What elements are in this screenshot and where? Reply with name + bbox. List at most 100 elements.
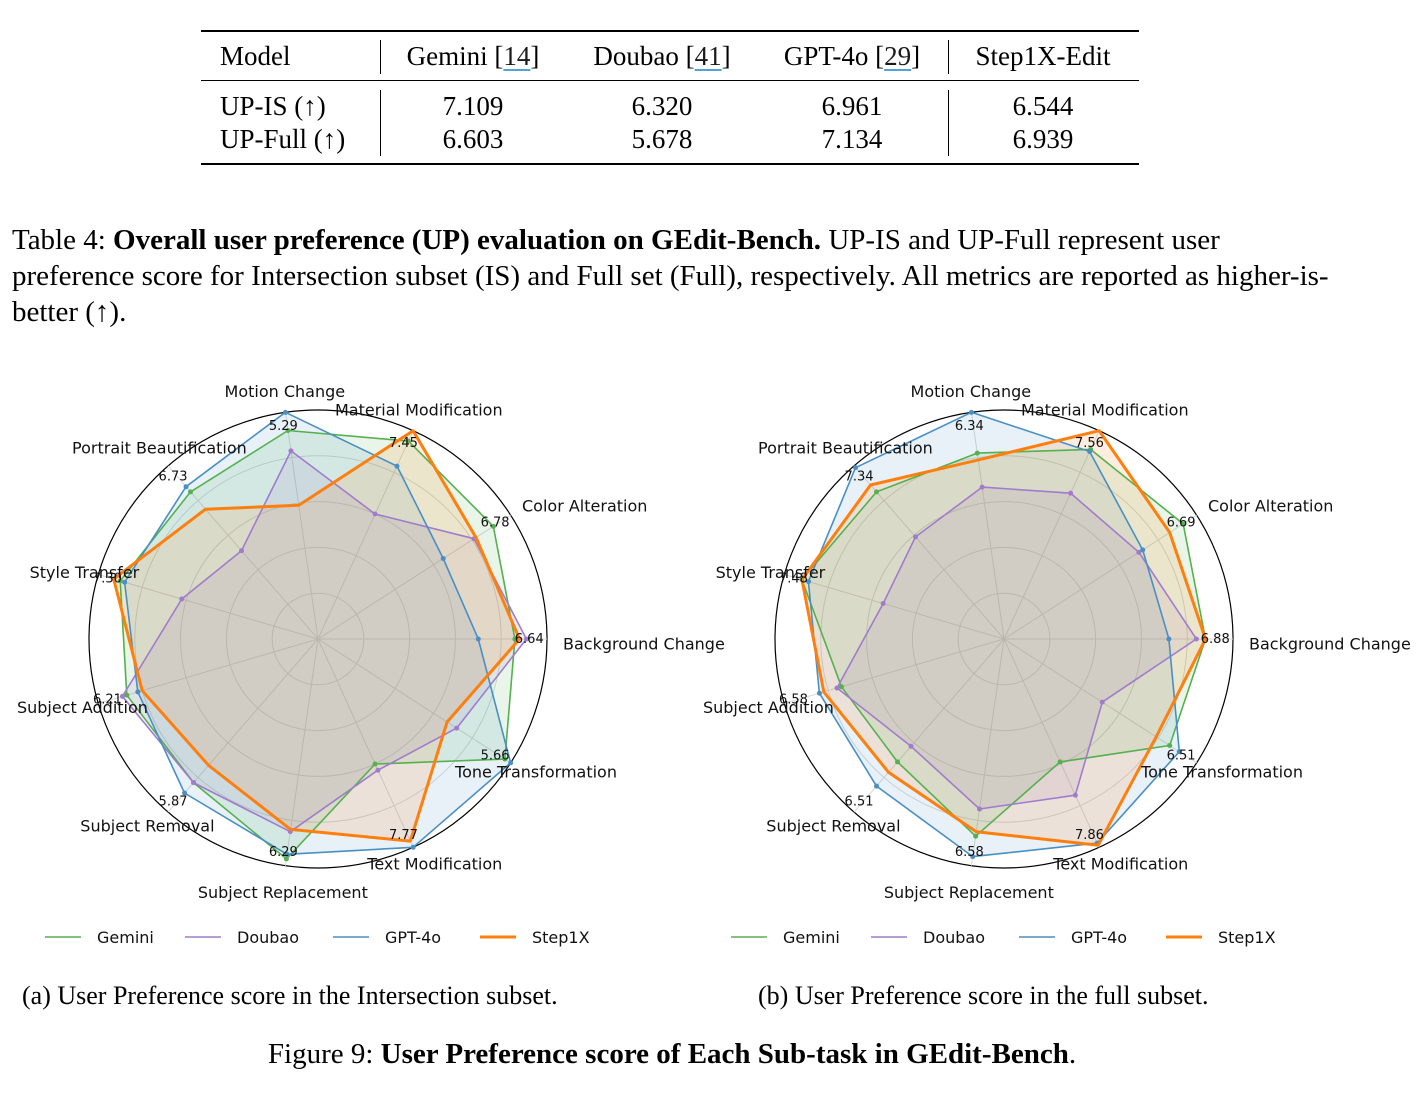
axis-spoke xyxy=(970,412,1005,640)
data-point-gemini xyxy=(838,684,844,690)
data-point-gemini xyxy=(1167,742,1173,748)
header-model: Model xyxy=(220,41,291,71)
header-gemini: Gemini [14] xyxy=(406,41,540,71)
data-point-doubao xyxy=(979,484,985,490)
series-line-step1x xyxy=(112,429,521,843)
axis-spoke xyxy=(853,465,1005,640)
data-point-gpt-4o xyxy=(440,556,446,562)
series-area-step1x xyxy=(113,430,520,842)
data-point-doubao xyxy=(191,780,197,786)
data-point-gemini xyxy=(502,756,508,762)
data-point-gpt-4o xyxy=(1176,749,1182,755)
category-label-subject-removal: Subject Removal xyxy=(80,817,214,836)
max-value-label: 6.34 xyxy=(955,419,984,434)
data-point-doubao xyxy=(1068,490,1074,496)
series-area-gemini xyxy=(120,430,515,859)
data-point-gemini xyxy=(895,759,901,765)
radar-chart-intersection: 6.64 6.78 7.45 5.29 6.73 7.30 6.21 5.87 6.29 7.77… xyxy=(17,382,725,947)
data-point-gpt-4o xyxy=(508,760,514,766)
data-point-doubao xyxy=(372,511,378,517)
data-point-gemini xyxy=(117,578,123,584)
data-point-gpt-4o xyxy=(816,690,822,696)
max-value-label: 5.66 xyxy=(481,748,510,763)
header-step1x: Step1X-Edit xyxy=(975,41,1111,71)
figure-caption: Figure 9: User Preference score of Each … xyxy=(0,1036,1344,1072)
data-point-doubao xyxy=(179,596,185,602)
axis-spoke xyxy=(98,574,319,640)
data-point-gemini xyxy=(372,761,378,767)
data-point-gemini xyxy=(188,489,194,495)
header-gpt4o: GPT-4o [29] xyxy=(783,41,921,71)
axis-spoke xyxy=(784,574,1005,640)
subcaption-a: (a) User Preference score in the Interse… xyxy=(22,981,558,1010)
legend-label-step1x: Step1X xyxy=(532,928,590,947)
data-point-doubao xyxy=(908,743,914,749)
data-point-doubao xyxy=(119,693,125,699)
max-value-label: 6.58 xyxy=(955,845,984,860)
series-line-doubao xyxy=(836,486,1198,810)
max-value-label: 5.29 xyxy=(269,419,298,434)
data-point-gpt-4o xyxy=(1087,449,1093,455)
category-label-subject-removal: Subject Removal xyxy=(766,817,900,836)
table-caption: Table 4: Overall user preference (UP) ev… xyxy=(12,222,1342,330)
legend-label-doubao: Doubao xyxy=(237,928,299,947)
citation-link[interactable]: 41 xyxy=(694,41,722,71)
data-point-gemini xyxy=(285,427,291,433)
axis-spoke xyxy=(970,638,1005,866)
table-divider xyxy=(948,40,949,74)
series-area-step1x xyxy=(801,430,1206,846)
data-point-gpt-4o xyxy=(805,579,811,585)
data-point-doubao xyxy=(1099,699,1105,705)
category-label-tone-transformation: Tone Transformation xyxy=(1140,762,1303,781)
data-point-doubao xyxy=(880,601,886,607)
data-point-gemini xyxy=(124,692,130,698)
table-caption-text: UP-IS and UP-Full represent user prefere… xyxy=(12,224,1329,328)
max-value-label: 6.51 xyxy=(845,795,874,810)
citation-link[interactable]: 29 xyxy=(884,41,912,71)
data-point-gemini xyxy=(283,856,289,862)
category-label-material-modification: Material Modification xyxy=(1021,401,1189,420)
legend-label-doubao: Doubao xyxy=(923,928,985,947)
data-point-gemini xyxy=(974,450,980,456)
max-value-label: 7.48 xyxy=(779,571,808,586)
data-point-gpt-4o xyxy=(394,463,400,469)
series-line-gpt-4o xyxy=(123,411,512,856)
series-area-gpt-4o xyxy=(124,412,511,855)
header-doubao: Doubao [41] xyxy=(593,41,731,71)
max-value-label: 7.30 xyxy=(93,571,122,586)
series-line-doubao xyxy=(121,450,528,833)
max-value-label: 6.51 xyxy=(1167,748,1196,763)
table-cell: 6.544 xyxy=(1012,91,1074,121)
table-top-rule xyxy=(201,30,1139,32)
legend-label-gemini: Gemini xyxy=(783,928,840,947)
figure-caption-bold: User Preference score of Each Sub-task i… xyxy=(380,1038,1069,1070)
category-label-text-modification: Text Modification xyxy=(366,854,502,873)
category-label-portrait-beautification: Portrait Beautification xyxy=(758,438,933,457)
data-point-doubao xyxy=(239,548,245,554)
citation-link[interactable]: 14 xyxy=(503,41,531,71)
max-value-label: 6.29 xyxy=(269,845,298,860)
table-caption-bold: Overall user preference (UP) evaluation … xyxy=(113,224,822,256)
data-point-gemini xyxy=(490,523,496,529)
category-label-tone-transformation: Tone Transformation xyxy=(454,762,617,781)
data-point-gpt-4o xyxy=(282,409,288,415)
axis-spoke xyxy=(98,638,319,704)
figure-caption-end: . xyxy=(1068,1038,1077,1070)
category-label-background-change: Background Change xyxy=(1249,635,1411,654)
data-point-gpt-4o xyxy=(853,465,859,471)
data-point-gpt-4o xyxy=(1166,636,1172,642)
category-label-text-modification: Text Modification xyxy=(1052,854,1188,873)
radar-chart-full: 6.88 6.69 7.56 6.34 7.34 7.48 6.58 6.51 6.58 7.86… xyxy=(703,382,1411,947)
max-value-label: 7.77 xyxy=(389,828,418,843)
table-bottom-rule xyxy=(201,163,1139,165)
category-label-portrait-beautification: Portrait Beautification xyxy=(72,438,247,457)
data-point-gemini xyxy=(1180,521,1186,527)
max-value-label: 6.64 xyxy=(515,632,544,647)
data-point-doubao xyxy=(977,806,983,812)
series-line-step1x xyxy=(800,429,1207,847)
data-point-gemini xyxy=(874,489,880,495)
data-point-gpt-4o xyxy=(122,579,128,585)
table-caption-label: Table 4: xyxy=(12,224,106,256)
table-cell: 7.134 xyxy=(821,124,883,154)
axis-spoke xyxy=(317,638,414,848)
